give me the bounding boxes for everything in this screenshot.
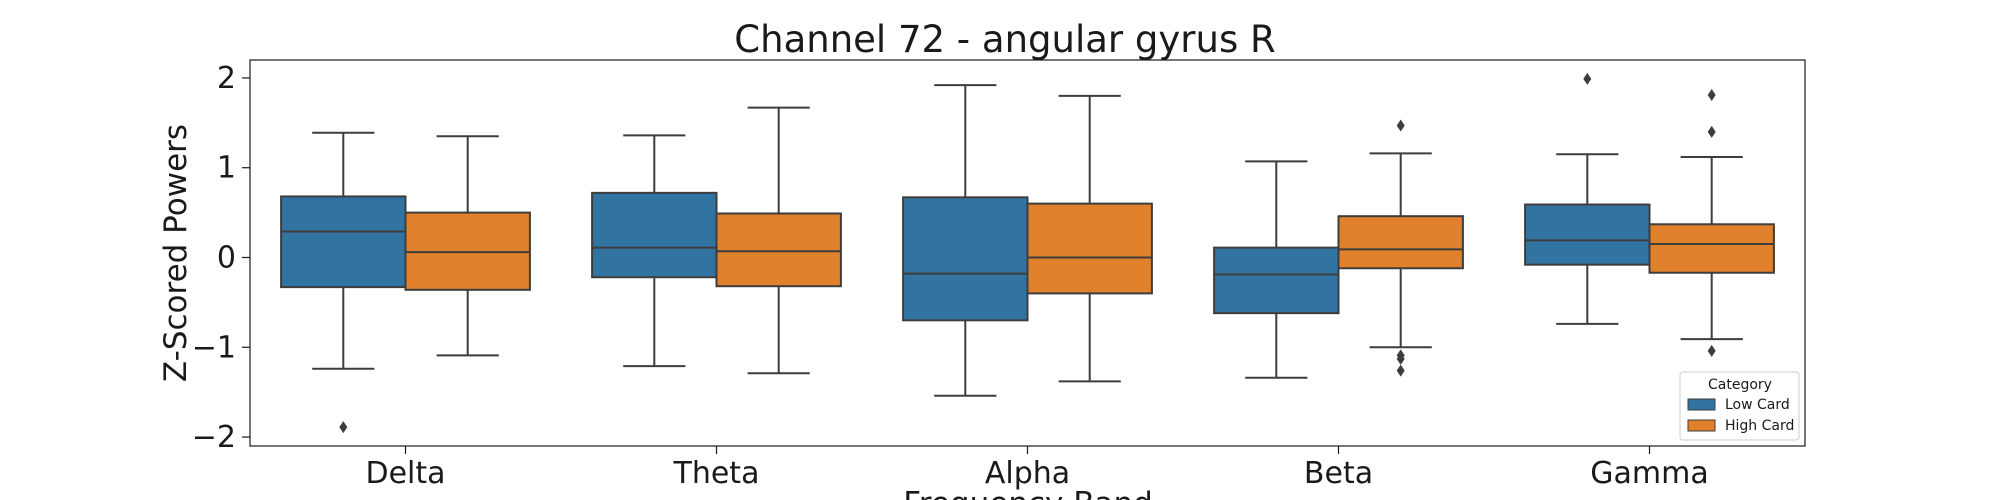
box-low-card-alpha bbox=[902, 84, 1029, 397]
box-body bbox=[1213, 246, 1340, 315]
legend-swatch-high-card bbox=[1687, 419, 1716, 432]
y-tick-label: 0 bbox=[217, 240, 236, 275]
box-body bbox=[902, 196, 1029, 322]
box-low-card-delta bbox=[280, 131, 407, 434]
x-tick-label: Theta bbox=[673, 456, 760, 491]
outlier-point bbox=[1396, 352, 1405, 365]
x-tick-label: Alpha bbox=[985, 456, 1070, 491]
outlier-point bbox=[1707, 89, 1716, 102]
legend: Category Low Card High Card bbox=[1679, 371, 1800, 441]
box-body bbox=[591, 191, 718, 279]
outlier-point bbox=[1707, 125, 1716, 138]
box-high-card-beta bbox=[1337, 119, 1464, 377]
y-tick-label: −1 bbox=[192, 330, 236, 365]
box-body bbox=[280, 195, 407, 289]
legend-label-low-card: Low Card bbox=[1725, 397, 1790, 413]
box-body bbox=[1337, 215, 1464, 270]
x-tick-label: Beta bbox=[1304, 456, 1373, 491]
box-high-card-delta bbox=[404, 135, 531, 357]
x-tick-label: Delta bbox=[365, 456, 445, 491]
box-high-card-alpha bbox=[1026, 94, 1153, 383]
outlier-point bbox=[1396, 119, 1405, 132]
box-body bbox=[1026, 202, 1153, 295]
legend-swatch-low-card bbox=[1687, 398, 1716, 411]
box-low-card-gamma bbox=[1524, 72, 1651, 325]
legend-label-high-card: High Card bbox=[1725, 418, 1794, 434]
chart-title: Channel 72 - angular gyrus R bbox=[734, 18, 1275, 61]
x-axis-label: Frequency Band bbox=[903, 486, 1153, 500]
x-tick-label: Gamma bbox=[1590, 456, 1708, 491]
box-body bbox=[1524, 203, 1651, 266]
y-tick-label: 1 bbox=[217, 151, 236, 186]
outlier-point bbox=[339, 421, 348, 434]
y-tick-label: 2 bbox=[217, 61, 236, 96]
box-body bbox=[1648, 223, 1775, 274]
outlier-point bbox=[1396, 364, 1405, 377]
y-tick-label: −2 bbox=[192, 420, 236, 455]
plot-area bbox=[280, 72, 1775, 434]
box-low-card-theta bbox=[591, 134, 718, 368]
box-body bbox=[715, 212, 842, 288]
outlier-point bbox=[1707, 344, 1716, 357]
box-high-card-theta bbox=[715, 106, 842, 375]
y-axis-label: Z-Scored Powers bbox=[158, 124, 194, 382]
box-low-card-beta bbox=[1213, 160, 1340, 379]
outlier-point bbox=[1583, 72, 1592, 85]
legend-title: Category bbox=[1708, 377, 1772, 393]
box-high-card-gamma bbox=[1648, 89, 1775, 357]
